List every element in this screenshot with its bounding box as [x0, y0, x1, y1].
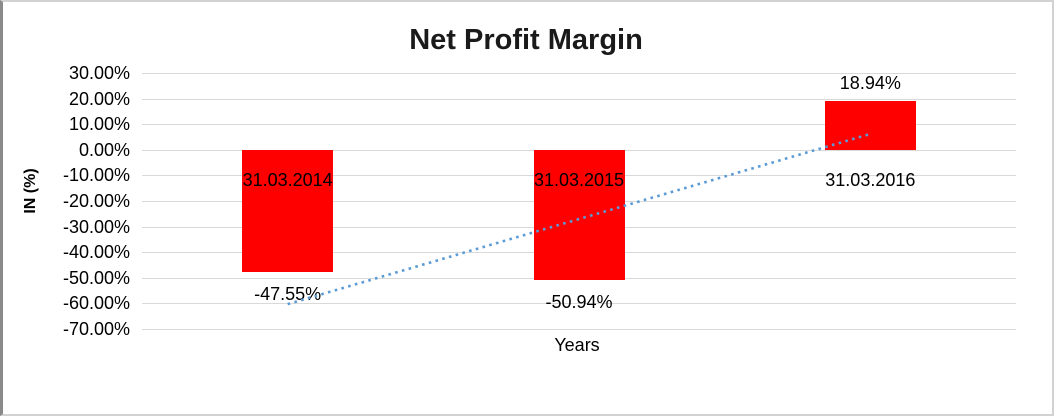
y-tick-label: -60.00% [62, 293, 130, 314]
y-tick-label: -40.00% [62, 242, 130, 263]
y-tick-label: 0.00% [78, 139, 130, 160]
value-label: -47.55% [254, 283, 322, 304]
y-tick-label: -70.00% [62, 319, 130, 339]
y-tick-label: -10.00% [62, 165, 130, 186]
category-label: 31.03.2014 [242, 170, 333, 190]
gridline [142, 329, 1016, 330]
chart-title: Net Profit Margin [409, 24, 643, 56]
gridline [142, 124, 1016, 126]
gridline [142, 73, 1016, 74]
category-label: 31.03.2015 [533, 170, 625, 190]
y-axis-title: IN (%) [22, 168, 39, 214]
category-label: 31.03.2016 [825, 170, 916, 190]
y-tick-label: -50.00% [62, 267, 130, 288]
value-label: -50.94% [545, 292, 613, 313]
bar-31.03.2016 [824, 101, 916, 150]
y-tick-label: -30.00% [62, 216, 130, 237]
x-axis-title: Years [554, 335, 600, 355]
y-tick-label: 10.00% [68, 114, 130, 135]
gridline [142, 98, 1016, 100]
value-label: 18.94% [839, 73, 901, 94]
y-tick-label: -20.00% [62, 191, 130, 211]
y-tick-label: 30.00% [68, 63, 130, 83]
y-tick-label: 20.00% [68, 88, 130, 109]
bar-31.03.2014 [242, 149, 334, 272]
